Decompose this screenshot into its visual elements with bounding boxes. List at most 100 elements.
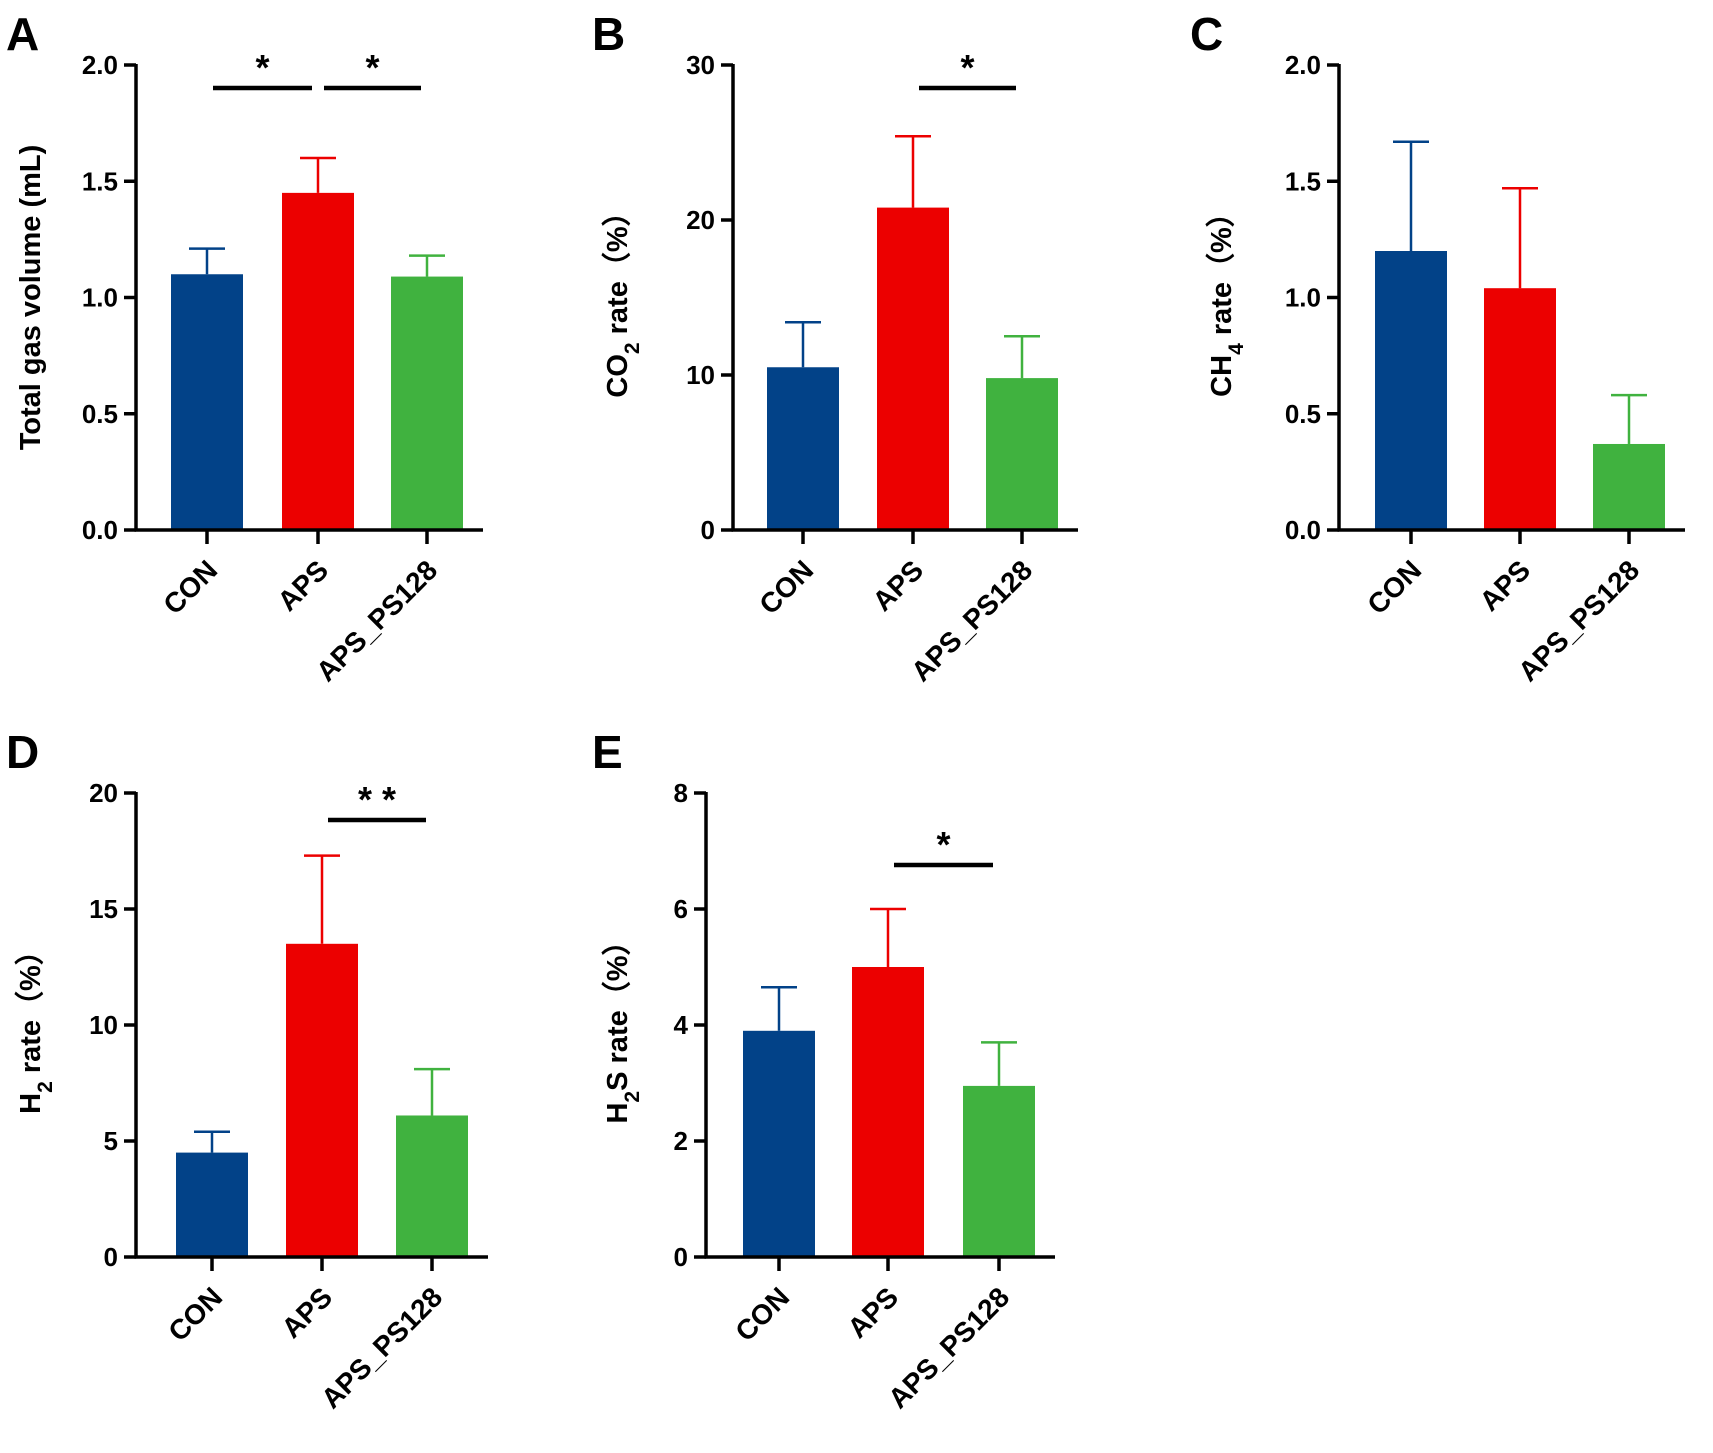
y-axis-title: CO2 rate（%） bbox=[601, 197, 644, 397]
y-axis-title-subscript: 2 bbox=[34, 1081, 57, 1093]
bar-aps-ps128 bbox=[986, 378, 1058, 530]
error-bar-con bbox=[189, 247, 225, 275]
panel-letter: A bbox=[6, 8, 39, 60]
y-tick-label: 2.0 bbox=[82, 50, 118, 80]
y-axis-title-rest: rate（%） bbox=[14, 936, 47, 1081]
y-tick-label: 0.5 bbox=[1285, 399, 1321, 429]
error-bar-aps-ps128 bbox=[981, 1041, 1017, 1086]
error-bar-aps bbox=[300, 156, 336, 193]
x-tick-label: APS bbox=[867, 554, 930, 617]
error-bar-aps-ps128 bbox=[1004, 335, 1040, 379]
significance-marker: * bbox=[919, 47, 1016, 91]
error-bar-aps-ps128 bbox=[409, 254, 445, 277]
bar-con bbox=[176, 1152, 248, 1257]
y-axis-title-main: H bbox=[602, 1103, 634, 1124]
y-tick-label: 0.0 bbox=[1285, 515, 1321, 545]
significance-label: * * bbox=[358, 779, 396, 820]
bar-aps-ps128 bbox=[391, 276, 463, 530]
x-tick-label: CON bbox=[753, 554, 819, 620]
y-tick-label: 1.5 bbox=[1285, 166, 1321, 196]
bar-con bbox=[743, 1030, 815, 1257]
y-axis-title-main: Total gas volume (mL) bbox=[15, 145, 47, 451]
significance-marker: * * bbox=[328, 779, 426, 823]
y-tick-label: 30 bbox=[686, 50, 715, 80]
y-axis-title: CH4 rate（%） bbox=[1205, 198, 1248, 397]
error-bar-con bbox=[761, 986, 797, 1031]
bar-aps bbox=[1484, 288, 1556, 530]
error-bar-aps bbox=[895, 135, 931, 208]
error-bar-aps bbox=[870, 907, 906, 967]
y-axis-title-main: CO bbox=[602, 354, 634, 398]
y-tick-label: 0 bbox=[104, 1242, 118, 1272]
y-axis-title-subscript: 2 bbox=[621, 1091, 644, 1103]
y-axis-title-rest: S rate（%） bbox=[601, 926, 634, 1090]
y-axis-title-main: CH bbox=[1206, 355, 1238, 397]
x-tick-label: CON bbox=[1361, 554, 1427, 620]
y-tick-label: 0 bbox=[701, 515, 715, 545]
error-bar-aps bbox=[304, 854, 340, 944]
y-tick-label: 6 bbox=[674, 894, 688, 924]
y-tick-label: 1.5 bbox=[82, 166, 118, 196]
x-tick-label: CON bbox=[157, 554, 223, 620]
y-axis-title-rest: rate（%） bbox=[1205, 198, 1238, 343]
significance-marker: * bbox=[213, 47, 312, 91]
bar-con bbox=[767, 367, 839, 530]
significance-marker: * bbox=[894, 824, 993, 868]
y-tick-label: 8 bbox=[674, 778, 688, 808]
bar-aps-ps128 bbox=[396, 1115, 468, 1257]
y-tick-label: 0 bbox=[674, 1242, 688, 1272]
panel-letter: D bbox=[6, 726, 39, 778]
y-axis-title-subscript: 4 bbox=[1225, 343, 1248, 355]
x-tick-label: APS bbox=[1474, 554, 1537, 617]
bar-aps bbox=[852, 967, 924, 1257]
significance-label: * bbox=[936, 824, 950, 865]
bar-aps bbox=[282, 192, 354, 530]
y-axis-title: H2 rate（%） bbox=[14, 936, 57, 1114]
panel-letter: E bbox=[592, 726, 623, 778]
y-tick-label: 2.0 bbox=[1285, 50, 1321, 80]
bar-aps-ps128 bbox=[1593, 443, 1665, 530]
y-axis-title-subscript: 2 bbox=[621, 342, 644, 354]
significance-label: * bbox=[960, 47, 974, 88]
y-tick-label: 10 bbox=[89, 1010, 118, 1040]
y-tick-label: 4 bbox=[674, 1010, 689, 1040]
y-tick-label: 0.5 bbox=[82, 399, 118, 429]
y-axis-title: H2S rate（%） bbox=[601, 926, 644, 1123]
y-axis-title: Total gas volume (mL) bbox=[15, 145, 47, 451]
x-tick-label: APS bbox=[276, 1281, 339, 1344]
x-tick-label: APS bbox=[842, 1281, 905, 1344]
y-tick-label: 10 bbox=[686, 360, 715, 390]
y-tick-label: 1.0 bbox=[82, 283, 118, 313]
y-tick-label: 15 bbox=[89, 894, 118, 924]
x-tick-label: CON bbox=[729, 1281, 795, 1347]
y-tick-label: 0.0 bbox=[82, 515, 118, 545]
bar-aps bbox=[877, 207, 949, 530]
bar-con bbox=[1375, 251, 1447, 530]
error-bar-con bbox=[1393, 140, 1429, 251]
bar-aps bbox=[286, 943, 358, 1257]
y-tick-label: 2 bbox=[674, 1126, 688, 1156]
error-bar-aps bbox=[1502, 186, 1538, 289]
y-tick-label: 20 bbox=[89, 778, 118, 808]
y-tick-label: 20 bbox=[686, 205, 715, 235]
y-axis-title-main: H bbox=[15, 1093, 47, 1114]
y-tick-label: 5 bbox=[104, 1126, 118, 1156]
bar-aps-ps128 bbox=[963, 1085, 1035, 1257]
bar-con bbox=[171, 274, 243, 530]
error-bar-con bbox=[785, 321, 821, 368]
x-tick-label: APS bbox=[272, 554, 335, 617]
significance-label: * bbox=[255, 47, 269, 88]
y-tick-label: 1.0 bbox=[1285, 283, 1321, 313]
significance-label: * bbox=[365, 47, 379, 88]
error-bar-aps-ps128 bbox=[1611, 393, 1647, 444]
panel-letter: C bbox=[1190, 8, 1223, 60]
error-bar-con bbox=[194, 1130, 230, 1153]
significance-marker: * bbox=[324, 47, 421, 91]
x-tick-label: CON bbox=[162, 1281, 228, 1347]
